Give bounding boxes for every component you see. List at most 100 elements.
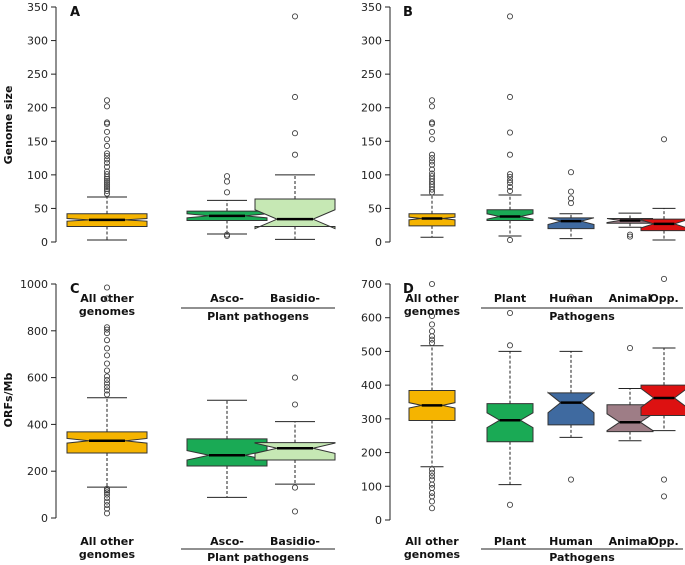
category-label: Animal	[609, 535, 652, 548]
outlier-point	[103, 324, 111, 331]
outlier-point	[428, 328, 436, 335]
outlier-point	[626, 233, 634, 240]
outlier-point	[506, 187, 514, 195]
outlier-point	[103, 345, 111, 352]
outlier-point	[428, 476, 436, 483]
category-label: Plant	[494, 535, 526, 548]
outlier-point	[506, 309, 514, 317]
outlier-point	[103, 383, 111, 391]
box-asco	[186, 399, 268, 498]
y-tick-label: 150	[361, 135, 382, 148]
outlier-point	[626, 231, 634, 238]
panel-a: 0 50 100 150 200 250 300 350 A Genome size All oth…	[2, 1, 336, 323]
outlier-point	[291, 130, 299, 137]
y-tick-label: 350	[27, 1, 48, 14]
outlier-point	[506, 183, 514, 190]
outlier-point	[291, 151, 299, 158]
outlier-point	[103, 502, 111, 509]
outlier-point	[506, 177, 514, 184]
outlier-point	[103, 177, 111, 184]
box-all-other-genomes	[408, 280, 456, 512]
panel-letter: B	[403, 5, 413, 20]
box-body	[547, 391, 595, 426]
outlier-point	[506, 173, 514, 180]
outlier-point	[428, 166, 436, 173]
outlier-point	[428, 493, 436, 500]
outlier-point	[103, 495, 111, 502]
outlier-point	[428, 173, 436, 180]
outlier-point	[567, 169, 575, 176]
outlier-point	[103, 489, 111, 496]
outlier-point	[506, 179, 514, 186]
group-label: Pathogens	[549, 551, 615, 564]
outlier-point	[660, 493, 668, 500]
y-axis-title: Genome size	[2, 86, 15, 165]
outlier-point	[428, 484, 436, 492]
outlier-point	[428, 103, 436, 110]
category-label: genomes	[79, 305, 136, 318]
outlier-point	[103, 159, 111, 166]
box-body	[254, 442, 336, 461]
box-body	[640, 384, 685, 416]
outlier-point	[428, 498, 436, 505]
category-label: Asco-	[210, 292, 244, 305]
outlier-point	[506, 129, 514, 136]
box-body	[547, 217, 595, 230]
outlier-point	[103, 128, 111, 135]
outlier-point	[103, 380, 111, 387]
outlier-point	[428, 161, 436, 168]
outlier-point	[428, 97, 436, 104]
outlier-point	[506, 236, 514, 244]
group-label: Pathogens	[549, 310, 615, 323]
panel-letter: C	[70, 282, 80, 297]
category-label: Basidio-	[270, 292, 320, 305]
outlier-point	[291, 401, 299, 408]
outlier-point	[103, 373, 111, 380]
y-tick-label: 700	[361, 278, 382, 291]
y-tick-label: 50	[368, 202, 382, 215]
outlier-point	[428, 170, 436, 177]
outlier-point	[223, 231, 231, 238]
y-tick-label: 100	[27, 169, 48, 182]
outlier-point	[626, 345, 634, 352]
outlier-point	[103, 352, 111, 359]
y-tick-label: 500	[361, 345, 382, 358]
y-tick-label: 350	[361, 1, 382, 14]
outlier-point	[428, 151, 436, 158]
box-body	[486, 209, 534, 222]
outlier-point	[103, 175, 111, 182]
outlier-point	[660, 136, 668, 143]
outlier-point	[506, 13, 514, 20]
outlier-point	[291, 374, 299, 381]
outlier-point	[103, 376, 111, 383]
box-human	[547, 293, 595, 483]
outlier-point	[428, 473, 436, 480]
outlier-point	[103, 150, 111, 157]
box-plant	[486, 13, 534, 244]
y-tick-label: 150	[27, 135, 48, 148]
y-tick-label: 400	[361, 379, 382, 392]
outlier-point	[428, 469, 436, 476]
y-tick-label: 0	[41, 236, 48, 249]
box-body	[486, 403, 534, 443]
y-tick-label: 250	[27, 68, 48, 81]
box-body	[254, 198, 336, 230]
outlier-point	[103, 326, 111, 333]
outlier-point	[567, 293, 575, 300]
outlier-point	[291, 13, 299, 20]
outlier-point	[103, 295, 111, 302]
category-label: genomes	[79, 548, 136, 561]
y-tick-label: 300	[361, 413, 382, 426]
outlier-point	[103, 487, 111, 494]
y-tick-label: 400	[27, 418, 48, 431]
outlier-point	[428, 158, 436, 165]
outlier-point	[103, 498, 111, 505]
outlier-point	[567, 200, 575, 207]
category-label: Human	[549, 535, 593, 548]
category-label: genomes	[404, 305, 461, 318]
outlier-point	[428, 489, 436, 497]
box-animal	[606, 345, 654, 442]
